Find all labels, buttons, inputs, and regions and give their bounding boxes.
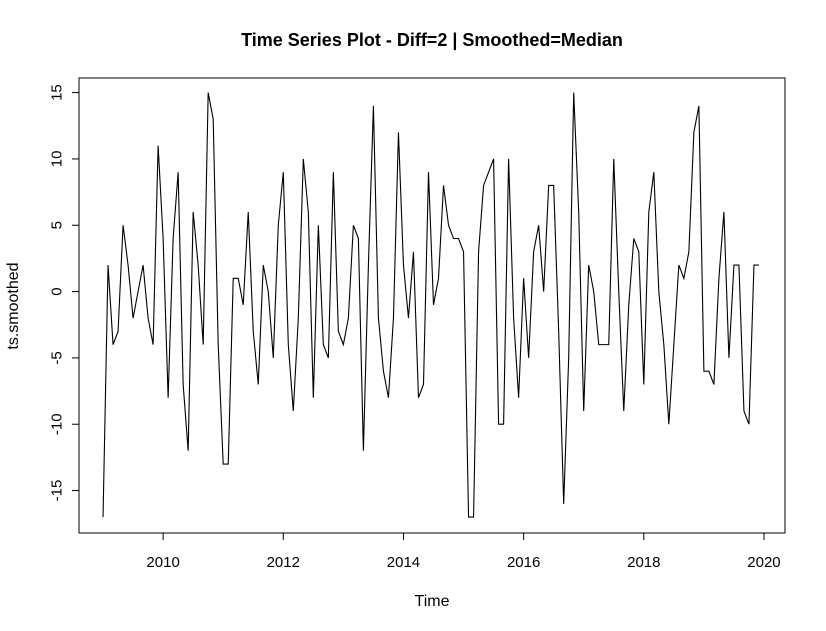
x-axis: 2010 2012 2014 2016 2018 2020 [146, 532, 781, 571]
x-tick-label: 2012 [267, 554, 300, 571]
x-tick-label: 2018 [627, 554, 660, 571]
y-axis-label: ts.smoothed [5, 262, 22, 349]
y-tick-label: -15 [49, 480, 66, 502]
x-tick-label: 2014 [387, 554, 420, 571]
y-tick-label: 0 [49, 287, 66, 295]
y-tick-label: 15 [49, 84, 66, 101]
plot-frame [78, 77, 786, 534]
y-tick-label: -10 [49, 413, 66, 435]
y-tick-label: 5 [49, 221, 66, 229]
data-points [103, 92, 759, 517]
y-axis: -15 -10 -5 0 5 10 15 [49, 84, 80, 501]
chart-title: Time Series Plot - Diff=2 | Smoothed=Med… [241, 30, 623, 50]
y-tick-label: 10 [49, 151, 66, 168]
x-axis-label: Time [415, 593, 450, 610]
y-tick-label: -5 [49, 351, 66, 364]
x-tick-label: 2010 [146, 554, 179, 571]
x-tick-label: 2020 [747, 554, 780, 571]
x-tick-label: 2016 [507, 554, 540, 571]
series-line [102, 92, 759, 518]
